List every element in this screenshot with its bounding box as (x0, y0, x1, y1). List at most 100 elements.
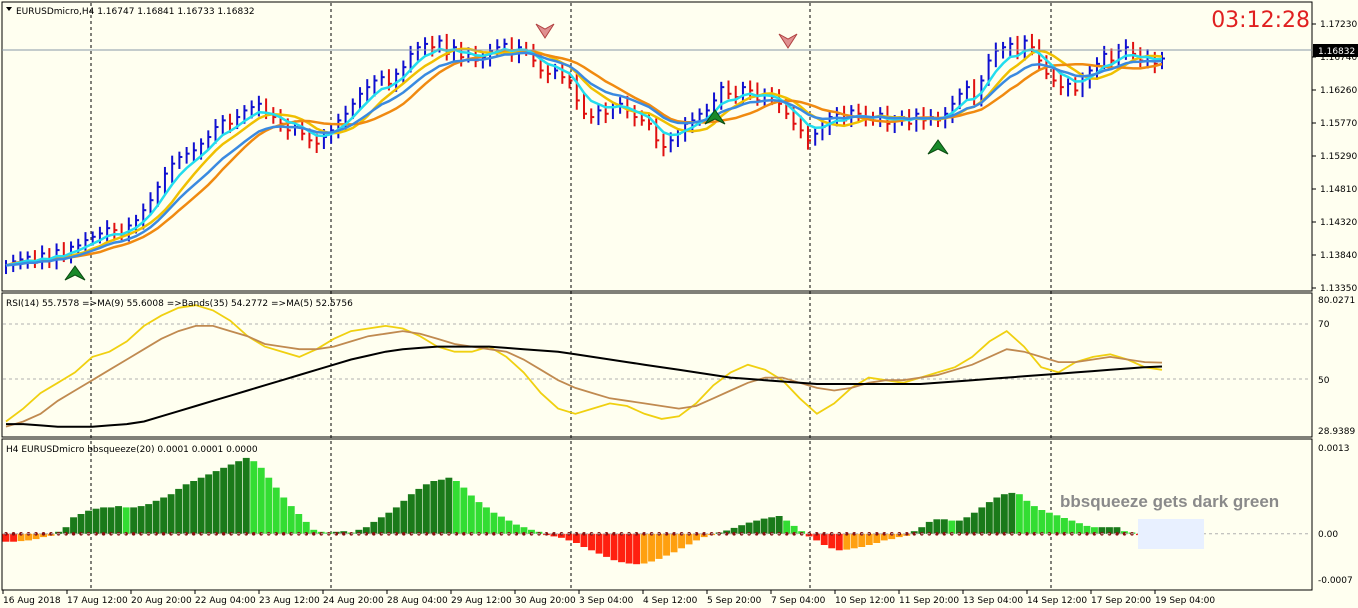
squeeze-dot (604, 532, 609, 536)
squeeze-dot (762, 532, 766, 536)
price-bar (1030, 33, 1035, 56)
price-bar (915, 108, 920, 132)
price-bar (814, 127, 819, 146)
squeeze-bar (100, 507, 107, 534)
squeeze-bar (437, 479, 445, 534)
dropdown-triangle-icon[interactable] (6, 7, 12, 11)
squeeze-bar (843, 533, 851, 550)
squeeze-bar (1083, 525, 1091, 534)
time-label: 19 Sep 04:00 (1155, 596, 1215, 606)
time-axis: 16 Aug 2018 17 Aug 12:00 20 Aug 20:00 22 Au… (2, 590, 1215, 606)
squeeze-bar (565, 533, 573, 541)
annotation-highlight (1138, 519, 1204, 549)
rsi-series-line (5, 304, 1163, 423)
squeeze-bar (227, 464, 235, 534)
price-tick-label: 1.15290 (1320, 152, 1357, 162)
squeeze-bar (775, 516, 783, 534)
rsi-level-lines (3, 323, 1311, 380)
squeeze-bar (235, 461, 243, 534)
squeeze-bar (1045, 512, 1053, 534)
squeeze-dot (912, 532, 917, 536)
squeeze-bar (302, 521, 310, 534)
squeeze-bar (850, 533, 858, 549)
time-label: 14 Sep 12:00 (1027, 596, 1087, 606)
squeeze-dot (664, 532, 669, 536)
squeeze-bar (475, 502, 483, 534)
squeeze-bar (678, 533, 685, 549)
squeeze-bar (760, 518, 768, 534)
price-bar (207, 130, 212, 149)
price-bar (221, 115, 226, 136)
rsi-header: RSI(14) 55.7578 =>MA(9) 55.6008 =>Bands(… (6, 299, 353, 309)
price-moving-averages (5, 47, 1163, 267)
squeeze-tick-label: 0.00 (1318, 530, 1338, 540)
squeeze-bar (925, 521, 933, 534)
candle-timer: 03:12:28 (1211, 8, 1310, 33)
price-bar (1161, 51, 1165, 70)
squeeze-bar (265, 477, 273, 534)
price-bar (994, 42, 999, 68)
squeeze-bar (70, 517, 77, 534)
squeeze-bar (452, 481, 460, 534)
price-bar (315, 133, 320, 153)
squeeze-bar (513, 524, 520, 534)
squeeze-dot (1032, 532, 1037, 536)
squeeze-header: H4 EURUSDmicro bbsqueeze(20) 0.0001 0.00… (6, 445, 258, 455)
squeeze-dot (724, 532, 729, 536)
squeeze-dot (251, 532, 256, 536)
squeeze-bar (633, 533, 640, 565)
squeeze-dot (814, 532, 819, 536)
squeeze-bar (1053, 515, 1061, 534)
price-bar (1052, 67, 1057, 88)
squeeze-bar (588, 533, 595, 551)
squeeze-bar (25, 533, 32, 541)
price-bar (380, 70, 385, 86)
squeeze-bar (978, 507, 986, 534)
squeeze-dot (882, 532, 887, 536)
time-label: 17 Aug 12:00 (67, 596, 128, 606)
squeeze-bar (520, 527, 528, 534)
time-label: 3 Sep 04:00 (579, 596, 634, 606)
sell-arrow-icon (778, 33, 798, 49)
ma-orange-line (5, 49, 1163, 267)
price-bar (546, 65, 551, 84)
buy-arrow-shape (64, 265, 86, 281)
squeeze-dot (1122, 532, 1127, 536)
squeeze-dot (1002, 532, 1007, 536)
price-tick-label: 1.14320 (1320, 218, 1357, 228)
time-label: 11 Sep 20:00 (899, 596, 959, 606)
price-bar (799, 115, 804, 139)
rsi-tick-label: 80.0271 (1318, 296, 1355, 306)
squeeze-bar (963, 517, 971, 534)
squeeze-dots (3, 532, 1311, 536)
price-bar (359, 87, 364, 111)
price-axis: 1.17230 1.16740 1.16260 1.15770 1.15290 1.148… (1312, 20, 1357, 294)
squeeze-bar (250, 461, 258, 534)
squeeze-dot (244, 532, 248, 536)
squeeze-bar (310, 529, 318, 534)
price-bar (951, 95, 956, 124)
squeeze-dot (312, 532, 316, 536)
squeeze-dot (101, 532, 106, 536)
squeeze-dot (784, 532, 789, 536)
price-bar (648, 112, 653, 131)
squeeze-bar (460, 487, 468, 534)
time-label: 5 Sep 20:00 (707, 596, 762, 606)
squeeze-dot (522, 532, 526, 536)
squeeze-bar (933, 519, 941, 534)
price-bar (301, 119, 306, 141)
price-bar (597, 103, 602, 126)
price-bar (127, 217, 132, 242)
time-label: 24 Aug 20:00 (323, 596, 384, 606)
squeeze-bar (280, 497, 288, 534)
squeeze-bar (693, 533, 700, 541)
squeeze-bar (137, 506, 145, 534)
squeeze-bar (730, 527, 738, 534)
squeeze-dot (124, 532, 128, 536)
squeeze-dot (154, 532, 158, 536)
squeeze-dot (965, 532, 969, 536)
squeeze-dot (935, 532, 939, 536)
squeeze-tick-label: -0.0007 (1318, 576, 1353, 586)
rsi-tick-label: 50 (1318, 376, 1330, 386)
